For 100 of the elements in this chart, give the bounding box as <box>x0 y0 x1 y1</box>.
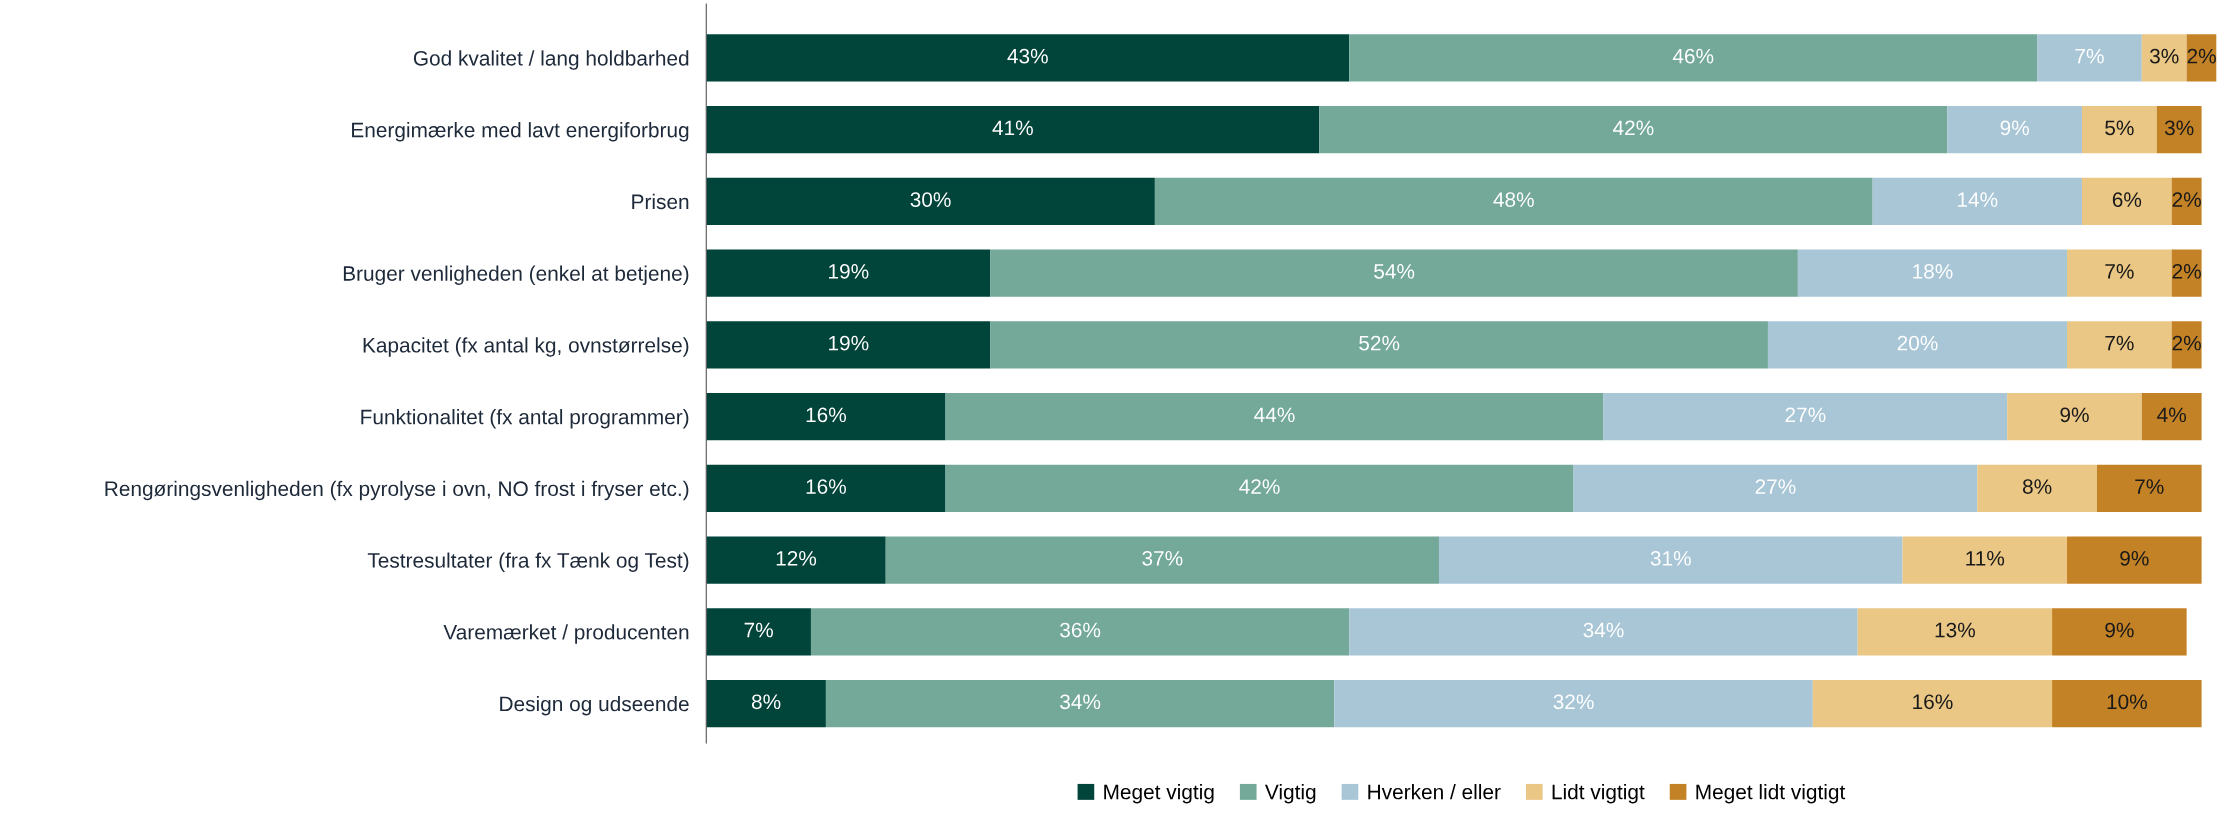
data-label: 9% <box>2060 407 2089 423</box>
y-tick-label: Kapacitet (fx antal kg, ovnstørrelse) <box>363 337 689 357</box>
y-tick-label: Testresultater (fra fx Tænk og Test) <box>367 552 689 572</box>
bar <box>2007 392 2142 441</box>
bar <box>706 105 1320 154</box>
data-label: 31% <box>1650 550 1691 566</box>
data-label: 6% <box>2112 192 2142 207</box>
data-label: 32% <box>1553 694 1594 710</box>
legend-label: Lidt vigtigt <box>1552 784 1645 804</box>
bar <box>1872 177 2082 226</box>
y-tick-label: Rengøringsvenligheden (fx pyrolyse i ovn, NO frost i fryser etc.) <box>105 480 689 501</box>
data-label: 42% <box>1613 120 1654 136</box>
bar <box>2141 34 2187 82</box>
bar <box>706 608 811 656</box>
bar <box>1438 536 1903 584</box>
data-label: 16% <box>1913 694 1953 710</box>
data-label: 34% <box>1060 694 1101 710</box>
data-label: 2% <box>2172 263 2201 279</box>
data-label: 11% <box>1966 551 2005 566</box>
data-label: 30% <box>910 192 951 207</box>
data-label: 7% <box>2075 48 2104 64</box>
data-label: 2% <box>2172 335 2201 351</box>
bar <box>2156 105 2202 154</box>
data-label: 14% <box>1958 192 1998 207</box>
legend-label: Meget lidt vigtigt <box>1696 784 1846 804</box>
bar <box>1857 608 2053 656</box>
bar <box>2067 249 2172 297</box>
data-label: 43% <box>1007 48 1048 64</box>
data-label: 18% <box>1913 263 1953 279</box>
data-label: 3% <box>2149 48 2179 64</box>
y-tick-label: Funktionalitet (fx antal programmer) <box>361 409 689 429</box>
bar <box>706 34 1350 82</box>
data-label: 3% <box>2164 120 2194 136</box>
data-label: 8% <box>2022 479 2052 494</box>
data-label: 42% <box>1239 479 1280 494</box>
bar <box>1319 105 1948 154</box>
legend-label: Meget vigtig <box>1104 784 1214 804</box>
y-tick-label: Bruger venligheden (enkel at betjene) <box>343 265 689 285</box>
data-label: 48% <box>1493 192 1534 207</box>
bar <box>706 464 946 513</box>
data-label: 8% <box>751 694 781 710</box>
data-label: 9% <box>2120 550 2149 566</box>
data-label: 7% <box>2105 264 2134 279</box>
data-label: 9% <box>2000 120 2029 136</box>
bar <box>1349 608 1858 656</box>
data-label: 10% <box>2107 694 2147 710</box>
data-label: 44% <box>1254 407 1295 423</box>
data-label: 37% <box>1142 550 1183 566</box>
data-label: 41% <box>992 120 1033 136</box>
legend-label: Vigtig <box>1264 784 1316 804</box>
y-tick-label: God kvalitet / lang holdbarhed <box>413 50 689 70</box>
bar <box>2096 464 2202 513</box>
data-label: 52% <box>1359 335 1400 351</box>
bar <box>1977 464 2097 513</box>
bar <box>2141 392 2202 441</box>
data-label: 16% <box>806 479 847 494</box>
data-label: 16% <box>806 407 847 423</box>
bar <box>2171 321 2202 369</box>
data-label: 19% <box>829 263 869 279</box>
data-label: 27% <box>1755 479 1796 494</box>
bar <box>945 392 1604 441</box>
legend-label: Hverken / eller <box>1368 784 1501 800</box>
bar <box>1902 536 2068 584</box>
bar <box>706 177 1155 226</box>
y-tick-label: Design og udseende <box>500 696 689 716</box>
data-label: 7% <box>2135 479 2164 494</box>
bar <box>706 392 946 441</box>
bar <box>990 249 1798 297</box>
bar <box>945 464 1574 513</box>
bar <box>2171 177 2202 226</box>
bar <box>825 679 1335 728</box>
y-tick-label: Energimærke med lavt energiforbrug <box>352 122 689 142</box>
data-label: 20% <box>1897 335 1938 351</box>
data-label: 13% <box>1935 622 1975 638</box>
data-label: 27% <box>1785 407 1826 423</box>
data-label: 5% <box>2105 120 2134 136</box>
bar <box>2052 608 2187 656</box>
y-tick-label: Varemærket / producenten <box>443 624 689 644</box>
bar <box>1603 392 2008 441</box>
y-tick-label: Prisen <box>632 193 689 210</box>
data-label: 4% <box>2157 407 2187 423</box>
bar <box>1947 105 2082 154</box>
bar <box>706 249 991 297</box>
bar <box>885 536 1439 584</box>
bar <box>1349 34 2038 82</box>
bar <box>706 321 991 369</box>
bar <box>2171 249 2202 297</box>
bar <box>2037 34 2142 82</box>
data-label: 7% <box>744 622 773 638</box>
bar <box>810 608 1350 656</box>
bar <box>2067 321 2172 369</box>
bar <box>1154 177 1873 226</box>
data-label: 9% <box>2105 622 2134 638</box>
data-label: 12% <box>776 550 817 566</box>
data-label: 19% <box>829 335 869 351</box>
bar <box>706 536 886 584</box>
data-label: 2% <box>2172 192 2201 207</box>
data-label: 2% <box>2187 48 2216 64</box>
data-label: 46% <box>1672 48 1714 64</box>
bar <box>2081 177 2172 226</box>
